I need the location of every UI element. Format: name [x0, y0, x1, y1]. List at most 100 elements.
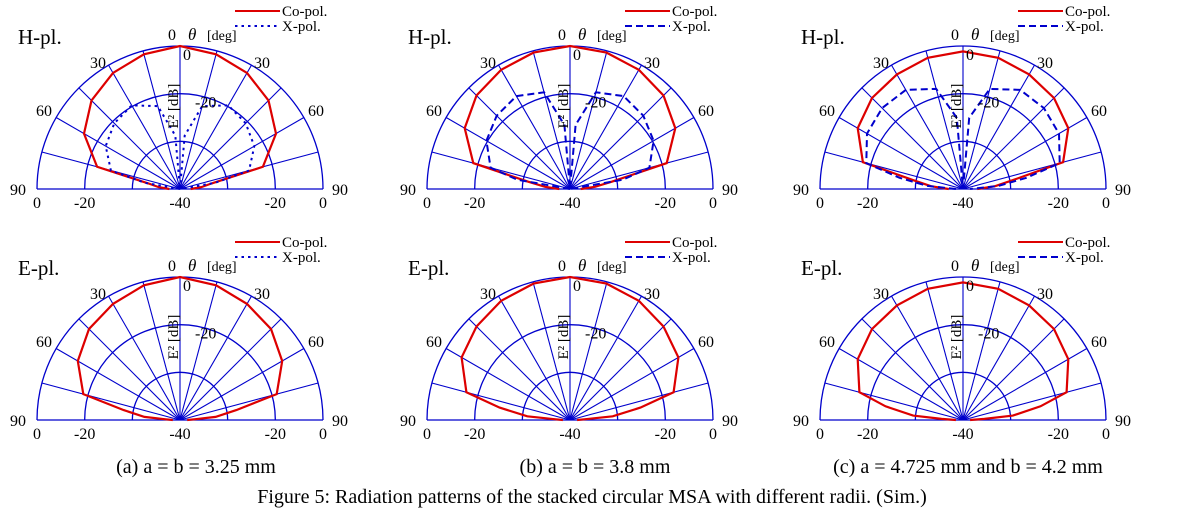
legend-x-pol-label: X-pol.: [282, 19, 321, 35]
theta-tick-30-right: 30: [254, 55, 270, 72]
grid-spoke: [532, 281, 571, 421]
radial-inner-minus20: -20: [585, 95, 606, 112]
theta-tick-30-right: 30: [1037, 55, 1053, 72]
grid-spoke: [569, 87, 672, 190]
grid-spoke: [962, 64, 1035, 190]
grid-spoke: [445, 117, 571, 190]
radial-inner-minus20: -20: [585, 326, 606, 343]
grid-spoke: [108, 64, 181, 190]
grid-spoke: [431, 151, 571, 190]
theta-symbol: θ: [188, 25, 196, 44]
plane-title: E-pl.: [801, 256, 842, 280]
radial-inner-0: 0: [966, 47, 974, 64]
theta-tick-90-right: 90: [722, 182, 738, 199]
radial-tick-label: -40: [952, 426, 973, 443]
grid-spoke: [838, 117, 964, 190]
theta-tick-30-right: 30: [644, 55, 660, 72]
radial-inner-0: 0: [573, 278, 581, 295]
theta-tick-0-outer: 0: [168, 27, 176, 44]
radial-tick-label: -40: [559, 195, 580, 212]
radial-tick-label: 0: [816, 195, 824, 212]
plane-title: H-pl.: [408, 25, 452, 49]
legend-x-pol-label: X-pol.: [672, 19, 711, 35]
subcaption-b-param: a = b = 3.8 mm: [548, 456, 671, 478]
radial-tick-label: 0: [423, 195, 431, 212]
plane-title: E-pl.: [408, 256, 449, 280]
theta-unit: [deg]: [207, 29, 237, 44]
theta-tick-60-right: 60: [698, 334, 714, 351]
radial-tick-label: 0: [319, 426, 327, 443]
legend-co-pol-label: Co-pol.: [282, 235, 327, 251]
radial-axis-label: E² [dB]: [949, 315, 965, 360]
x-pol-curve: [104, 104, 256, 190]
grid-spoke: [962, 50, 1001, 190]
grid-spoke: [108, 295, 181, 421]
x-pol-curve: [485, 91, 655, 190]
x-pol-curve: [865, 87, 1061, 190]
grid-spoke: [468, 318, 571, 421]
legend-co-pol-label: Co-pol.: [672, 235, 717, 251]
grid-spoke: [142, 50, 181, 190]
radial-tick-label: -20: [655, 195, 676, 212]
theta-tick-60-left: 60: [819, 103, 835, 120]
grid-spoke: [498, 64, 571, 190]
subcaption-c-param: a = 4.725 mm and b = 4.2 mm: [860, 456, 1103, 478]
radial-axis-label: E² [dB]: [166, 315, 182, 360]
theta-tick-90-right: 90: [1115, 413, 1131, 430]
subcaption-b-label: (b): [520, 456, 543, 478]
grid-spoke: [179, 382, 319, 421]
grid-spoke: [569, 295, 642, 421]
radial-tick-label: -40: [169, 195, 190, 212]
theta-unit: [deg]: [990, 29, 1020, 44]
theta-tick-90-left: 90: [10, 413, 26, 430]
radial-tick-label: -20: [464, 195, 485, 212]
radial-tick-label: -20: [74, 195, 95, 212]
grid-spoke: [78, 318, 181, 421]
theta-unit: [deg]: [597, 29, 627, 44]
grid-spoke: [569, 117, 695, 190]
theta-symbol: θ: [578, 256, 586, 275]
radial-inner-minus20: -20: [978, 326, 999, 343]
theta-unit: [deg]: [207, 260, 237, 275]
subcaption-b: (b) a = b = 3.8 mm: [520, 456, 671, 478]
radial-axis-label: E² [dB]: [166, 84, 182, 129]
grid-spoke: [179, 64, 252, 190]
radial-tick-label: -40: [169, 426, 190, 443]
grid-spoke: [179, 50, 218, 190]
legend-co-pol-label: Co-pol.: [282, 4, 327, 20]
plane-title: H-pl.: [801, 25, 845, 49]
grid-spoke: [498, 295, 571, 421]
theta-symbol: θ: [971, 25, 979, 44]
co-pol-curve: [856, 281, 1070, 422]
grid-spoke: [925, 50, 964, 190]
radial-tick-label: -20: [265, 426, 286, 443]
grid-spoke: [861, 318, 964, 421]
radial-inner-0: 0: [573, 47, 581, 64]
radial-tick-label: -20: [265, 195, 286, 212]
grid-spoke: [891, 295, 964, 421]
grid-spoke: [962, 295, 1035, 421]
theta-tick-0-outer: 0: [558, 27, 566, 44]
legend-co-pol-label: Co-pol.: [1065, 4, 1110, 20]
theta-tick-60-right: 60: [308, 334, 324, 351]
theta-unit: [deg]: [990, 260, 1020, 275]
co-pol-curve: [82, 44, 278, 191]
theta-tick-30-left: 30: [90, 55, 106, 72]
radial-tick-label: 0: [423, 426, 431, 443]
radial-tick-label: -20: [655, 426, 676, 443]
radial-tick-label: 0: [709, 195, 717, 212]
legend-x-pol-label: X-pol.: [1065, 250, 1104, 266]
grid-spoke: [569, 348, 695, 421]
radial-tick-label: -20: [857, 426, 878, 443]
theta-tick-0-outer: 0: [168, 258, 176, 275]
grid-spoke: [78, 87, 181, 190]
grid-spoke: [179, 348, 305, 421]
radial-inner-minus20: -20: [195, 95, 216, 112]
radial-axis-label: E² [dB]: [556, 315, 572, 360]
grid-spoke: [179, 87, 282, 190]
grid-spoke: [838, 348, 964, 421]
